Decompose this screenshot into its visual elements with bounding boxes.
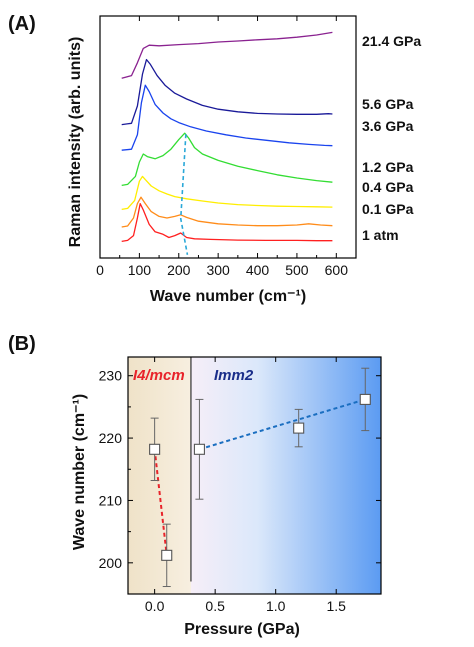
data-point-4 xyxy=(359,393,371,405)
raman-traces xyxy=(121,31,333,255)
series-label-3: 1.2 GPa xyxy=(362,159,414,175)
x-tick-label-1: 0.5 xyxy=(205,598,225,614)
data-point-3 xyxy=(293,422,305,434)
panel-b-label: (B) xyxy=(8,333,36,355)
x-tick-label-3: 300 xyxy=(206,262,230,278)
series-label-1: 0.1 GPa xyxy=(362,201,414,217)
series-label-6: 21.4 GPa xyxy=(362,33,421,49)
series-label-5: 5.6 GPa xyxy=(362,96,414,112)
series-label-4: 3.6 GPa xyxy=(362,118,414,134)
panel-b-scatter-chart: 0.0 0.5 1.0 1.5 200 210 220 230 I4/mcm Imm2 Pres… xyxy=(71,356,382,638)
raman-trace-5 xyxy=(121,58,333,126)
x-tick-label-2: 200 xyxy=(167,262,191,278)
x-tick-label-0: 0.0 xyxy=(145,598,165,614)
y-tick-label-0: 200 xyxy=(99,555,123,571)
fit-lines xyxy=(153,398,366,556)
y-tick-label-2: 220 xyxy=(99,430,123,446)
raman-trace-3 xyxy=(121,132,333,187)
panel-a-axes xyxy=(99,15,357,259)
phase-label-1: Imm2 xyxy=(214,367,254,384)
phase-region-i4mcm xyxy=(128,357,191,594)
x-tick-label-5: 500 xyxy=(285,262,309,278)
data-points xyxy=(149,367,371,588)
raman-trace-4 xyxy=(121,84,333,151)
x-tick-label-2: 1.0 xyxy=(266,598,286,614)
phase-background xyxy=(128,357,381,594)
x-tick-label-4: 400 xyxy=(246,262,270,278)
phase-region-imm2 xyxy=(190,357,381,594)
raman-trace-1 xyxy=(121,196,333,228)
panel-b-x-axis-title: Pressure (GPa) xyxy=(184,621,300,638)
panel-b-plot-frame xyxy=(127,356,382,595)
data-point-2 xyxy=(193,443,205,455)
y-tick-label-1: 210 xyxy=(99,492,123,508)
raman-trace-6 xyxy=(121,31,333,79)
x-tick-label-0: 0 xyxy=(96,262,104,278)
panel-a-plot-frame xyxy=(99,15,357,259)
series-label-0: 1 atm xyxy=(362,227,399,243)
data-point-0 xyxy=(149,443,161,455)
panel-a-y-axis-title: Raman intensity (arb. units) xyxy=(67,37,84,248)
peak-shift-dashed-line xyxy=(179,134,189,255)
fit-line-0 xyxy=(153,449,168,556)
panel-a-label: (A) xyxy=(8,13,36,35)
raman-series-labels: 1 atm 0.1 GPa 0.4 GPa 1.2 GPa 3.6 GPa 5.6 GPa… xyxy=(362,33,421,243)
phase-label-0: I4/mcm xyxy=(133,367,185,384)
panel-a-x-ticks: 0 100 200 300 400 500 600 xyxy=(96,16,348,278)
x-tick-label-3: 1.5 xyxy=(326,598,346,614)
panel-b-axes xyxy=(127,356,382,595)
panel-b-ticks: 0.0 0.5 1.0 1.5 200 210 220 230 xyxy=(99,357,381,614)
x-tick-label-1: 100 xyxy=(128,262,152,278)
data-point-1 xyxy=(161,549,173,561)
y-tick-label-3: 230 xyxy=(99,368,123,384)
panel-b-y-axis-title: Wave number (cm⁻¹) xyxy=(71,394,88,550)
phase-labels: I4/mcm Imm2 xyxy=(133,367,254,384)
raman-trace-2 xyxy=(121,175,333,211)
x-tick-label-6: 600 xyxy=(325,262,349,278)
raman-trace-0 xyxy=(121,202,333,243)
fit-line-1 xyxy=(199,398,366,451)
series-label-2: 0.4 GPa xyxy=(362,179,414,195)
panel-a-x-axis-title: Wave number (cm⁻¹) xyxy=(150,288,306,305)
